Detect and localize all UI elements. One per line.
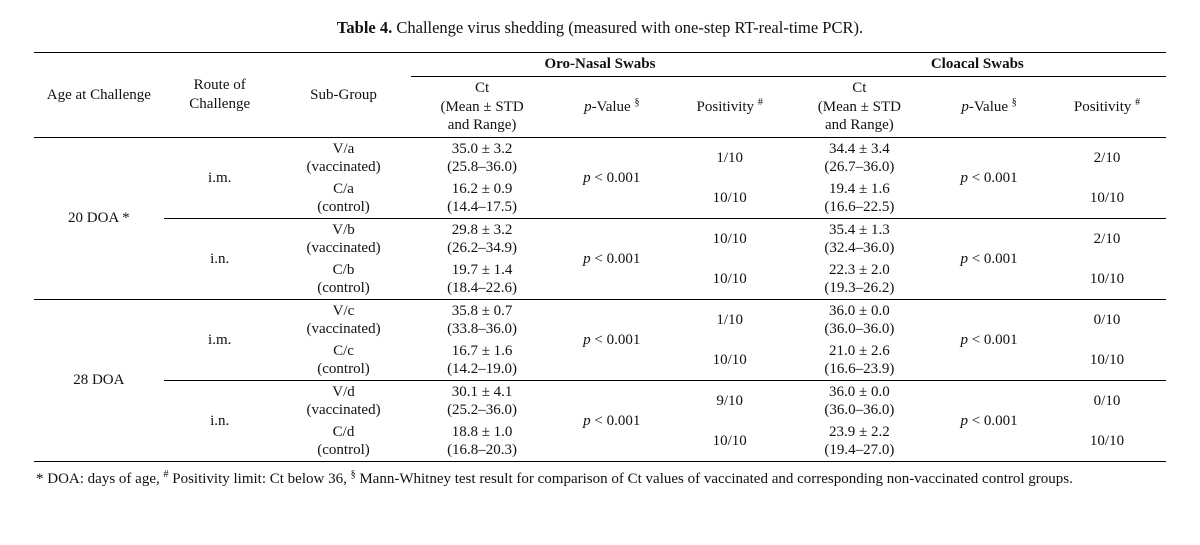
cell-clo-positivity: 2/10 [1048, 219, 1166, 260]
col-oro-pval: p-Value § [553, 76, 671, 137]
cell-subgroup: C/b(control) [276, 259, 412, 300]
cell-oro-ct: 30.1 ± 4.1(25.2–36.0) [411, 381, 553, 422]
col-clo-group-text: Cloacal Swabs [931, 56, 1024, 72]
cell-oro-ct: 19.7 ± 1.4(18.4–22.6) [411, 259, 553, 300]
col-clo-group: Cloacal Swabs [789, 53, 1166, 77]
cell-subgroup: C/a(control) [276, 178, 412, 219]
table-row: 20 DOA *i.m.V/a(vaccinated)35.0 ± 3.2(25… [34, 138, 1166, 179]
cell-subgroup: V/a(vaccinated) [276, 138, 412, 179]
cell-oro-ct: 35.8 ± 0.7(33.8–36.0) [411, 300, 553, 341]
cell-clo-positivity: 0/10 [1048, 381, 1166, 422]
cell-oro-pvalue: p < 0.001 [553, 381, 671, 462]
caption-text: Challenge virus shedding (measured with … [392, 18, 863, 37]
caption-label: Table 4. [337, 18, 392, 37]
oro-ct-l2: (Mean ± STD [440, 99, 523, 115]
cell-clo-ct: 36.0 ± 0.0(36.0–36.0) [789, 300, 931, 341]
cell-route: i.m. [164, 138, 276, 219]
col-subgroup-text: Sub-Group [310, 87, 377, 103]
cell-oro-positivity: 1/10 [671, 300, 789, 341]
cell-subgroup: V/c(vaccinated) [276, 300, 412, 341]
page-container: Table 4. Challenge virus shedding (measu… [0, 0, 1200, 513]
cell-clo-positivity: 10/10 [1048, 340, 1166, 381]
clo-ct-l2: (Mean ± STD [818, 99, 901, 115]
cell-oro-positivity: 10/10 [671, 219, 789, 260]
cell-clo-positivity: 10/10 [1048, 178, 1166, 219]
table-caption: Table 4. Challenge virus shedding (measu… [34, 18, 1166, 38]
table-head: Age at Challenge Route of Challenge Sub-… [34, 53, 1166, 138]
cell-subgroup: V/b(vaccinated) [276, 219, 412, 260]
cell-oro-positivity: 1/10 [671, 138, 789, 179]
col-age-text: Age at Challenge [47, 87, 151, 103]
col-oro-pos: Positivity # [671, 76, 789, 137]
cell-clo-ct: 34.4 ± 3.4(26.7–36.0) [789, 138, 931, 179]
cell-route: i.n. [164, 381, 276, 462]
cell-subgroup: C/c(control) [276, 340, 412, 381]
cell-clo-pvalue: p < 0.001 [930, 219, 1048, 300]
cell-oro-positivity: 10/10 [671, 259, 789, 300]
cell-clo-ct: 36.0 ± 0.0(36.0–36.0) [789, 381, 931, 422]
cell-oro-ct: 16.7 ± 1.6(14.2–19.0) [411, 340, 553, 381]
cell-clo-pvalue: p < 0.001 [930, 300, 1048, 381]
cell-age: 20 DOA * [34, 138, 164, 300]
cell-oro-positivity: 10/10 [671, 340, 789, 381]
cell-route: i.m. [164, 300, 276, 381]
cell-oro-pvalue: p < 0.001 [553, 219, 671, 300]
table-row: 28 DOAi.m.V/c(vaccinated)35.8 ± 0.7(33.8… [34, 300, 1166, 341]
cell-oro-positivity: 9/10 [671, 381, 789, 422]
clo-ct-l3: and Range) [825, 117, 894, 133]
table-row: i.n.V/b(vaccinated)29.8 ± 3.2(26.2–34.9)… [34, 219, 1166, 260]
col-oro-ct: Ct (Mean ± STD and Range) [411, 76, 553, 137]
header-row-1: Age at Challenge Route of Challenge Sub-… [34, 53, 1166, 77]
cell-oro-ct: 16.2 ± 0.9(14.4–17.5) [411, 178, 553, 219]
cell-clo-pvalue: p < 0.001 [930, 381, 1048, 462]
data-table: Age at Challenge Route of Challenge Sub-… [34, 52, 1166, 462]
clo-ct-l1: Ct [852, 80, 866, 96]
col-route-text: Route of Challenge [189, 77, 250, 112]
cell-clo-positivity: 0/10 [1048, 300, 1166, 341]
col-subgroup: Sub-Group [276, 53, 412, 138]
cell-oro-ct: 35.0 ± 3.2(25.8–36.0) [411, 138, 553, 179]
cell-clo-ct: 21.0 ± 2.6(16.6–23.9) [789, 340, 931, 381]
cell-oro-positivity: 10/10 [671, 178, 789, 219]
table-footnote: * DOA: days of age, # Positivity limit: … [34, 468, 1166, 489]
cell-oro-ct: 18.8 ± 1.0(16.8–20.3) [411, 421, 553, 462]
col-oro-group-text: Oro-Nasal Swabs [544, 56, 655, 72]
cell-route: i.n. [164, 219, 276, 300]
oro-ct-l1: Ct [475, 80, 489, 96]
cell-clo-ct: 35.4 ± 1.3(32.4–36.0) [789, 219, 931, 260]
table-row: i.n.V/d(vaccinated)30.1 ± 4.1(25.2–36.0)… [34, 381, 1166, 422]
cell-clo-positivity: 10/10 [1048, 421, 1166, 462]
col-route: Route of Challenge [164, 53, 276, 138]
oro-ct-l3: and Range) [448, 117, 517, 133]
cell-clo-positivity: 2/10 [1048, 138, 1166, 179]
cell-subgroup: V/d(vaccinated) [276, 381, 412, 422]
cell-clo-pvalue: p < 0.001 [930, 138, 1048, 219]
table-body: 20 DOA *i.m.V/a(vaccinated)35.0 ± 3.2(25… [34, 138, 1166, 462]
cell-clo-ct: 23.9 ± 2.2(19.4–27.0) [789, 421, 931, 462]
cell-age: 28 DOA [34, 300, 164, 462]
col-clo-pos: Positivity # [1048, 76, 1166, 137]
cell-oro-positivity: 10/10 [671, 421, 789, 462]
cell-subgroup: C/d(control) [276, 421, 412, 462]
cell-oro-pvalue: p < 0.001 [553, 300, 671, 381]
cell-clo-ct: 19.4 ± 1.6(16.6–22.5) [789, 178, 931, 219]
col-age: Age at Challenge [34, 53, 164, 138]
cell-clo-positivity: 10/10 [1048, 259, 1166, 300]
col-clo-ct: Ct (Mean ± STD and Range) [789, 76, 931, 137]
cell-clo-ct: 22.3 ± 2.0(19.3–26.2) [789, 259, 931, 300]
col-clo-pval: p-Value § [930, 76, 1048, 137]
cell-oro-pvalue: p < 0.001 [553, 138, 671, 219]
col-oro-group: Oro-Nasal Swabs [411, 53, 788, 77]
cell-oro-ct: 29.8 ± 3.2(26.2–34.9) [411, 219, 553, 260]
